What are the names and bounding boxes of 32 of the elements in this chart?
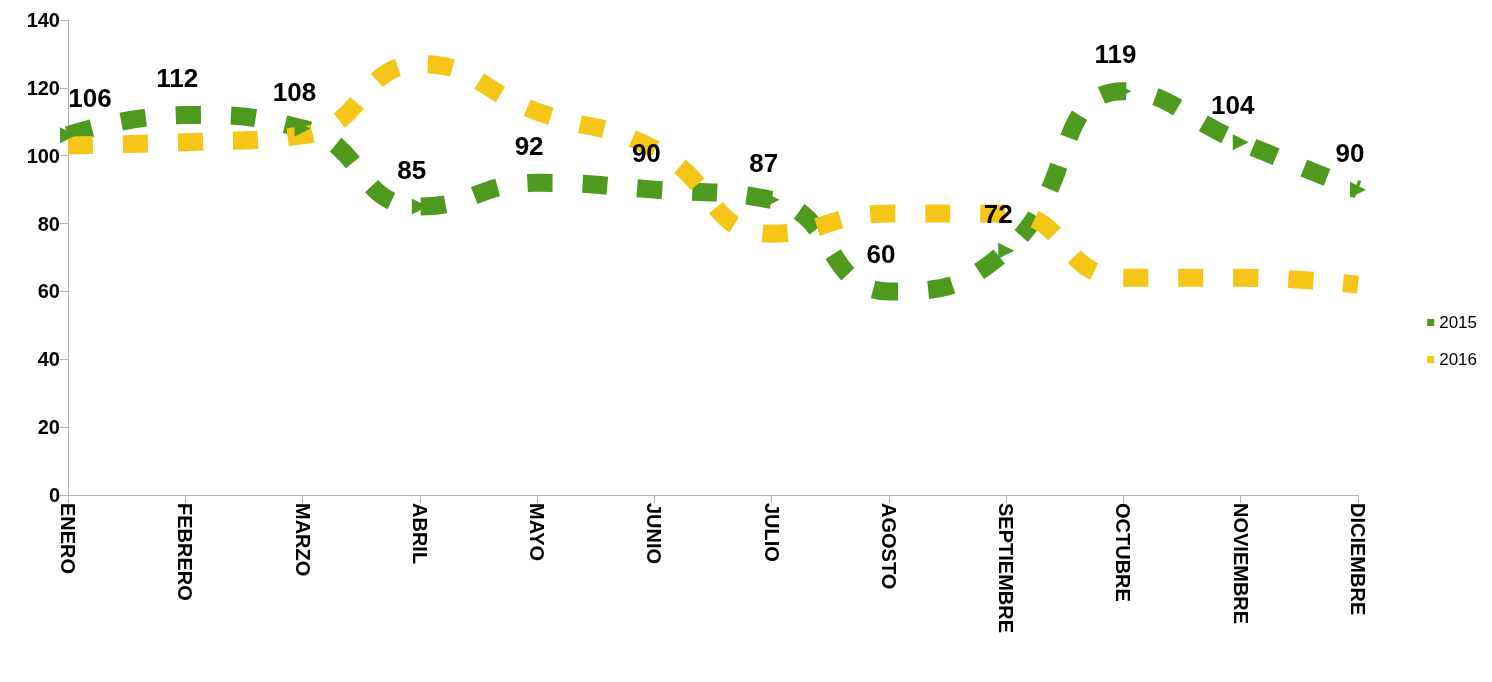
x-tick-label: DICIEMBRE [1347, 503, 1369, 616]
data-label: 104 [1211, 90, 1255, 121]
x-tick-label: JULIO [760, 503, 783, 562]
data-label: 85 [397, 154, 427, 185]
y-tick-label: 40 [37, 348, 60, 371]
data-label: 60 [866, 239, 896, 270]
data-label: 112 [156, 63, 199, 93]
data-label: 108 [272, 76, 317, 107]
data-label: 92 [514, 130, 544, 161]
data-label: 87 [749, 147, 779, 178]
x-tick-label: NOVIEMBRE [1229, 503, 1252, 625]
legend-label: 2015 [1439, 313, 1478, 332]
x-tick-label: MAYO [526, 503, 549, 562]
y-tick-label: 120 [26, 76, 60, 99]
x-tick-label: OCTUBRE [1112, 503, 1135, 602]
x-tick-label: MARZO [291, 503, 314, 577]
x-tick-label: ENERO [57, 503, 79, 575]
x-tick-label: SEPTIEMBRE [995, 503, 1018, 634]
y-tick-label: 20 [37, 416, 60, 439]
x-tick-label: FEBRERO [174, 503, 197, 601]
x-tick-label: JUNIO [643, 503, 666, 565]
legend-label: 2016 [1439, 350, 1478, 369]
x-tick-label: AGOSTO [877, 503, 900, 590]
y-tick-label: 100 [26, 144, 60, 167]
data-label: 119 [1094, 39, 1137, 70]
y-tick-label: 60 [37, 280, 60, 303]
y-tick-label: 140 [26, 9, 60, 31]
data-label: 106 [68, 83, 112, 114]
y-tick-label: 80 [37, 212, 60, 235]
data-label: 90 [1335, 137, 1365, 168]
x-tick-label: ABRIL [408, 503, 431, 565]
y-tick-label: 0 [48, 484, 60, 506]
